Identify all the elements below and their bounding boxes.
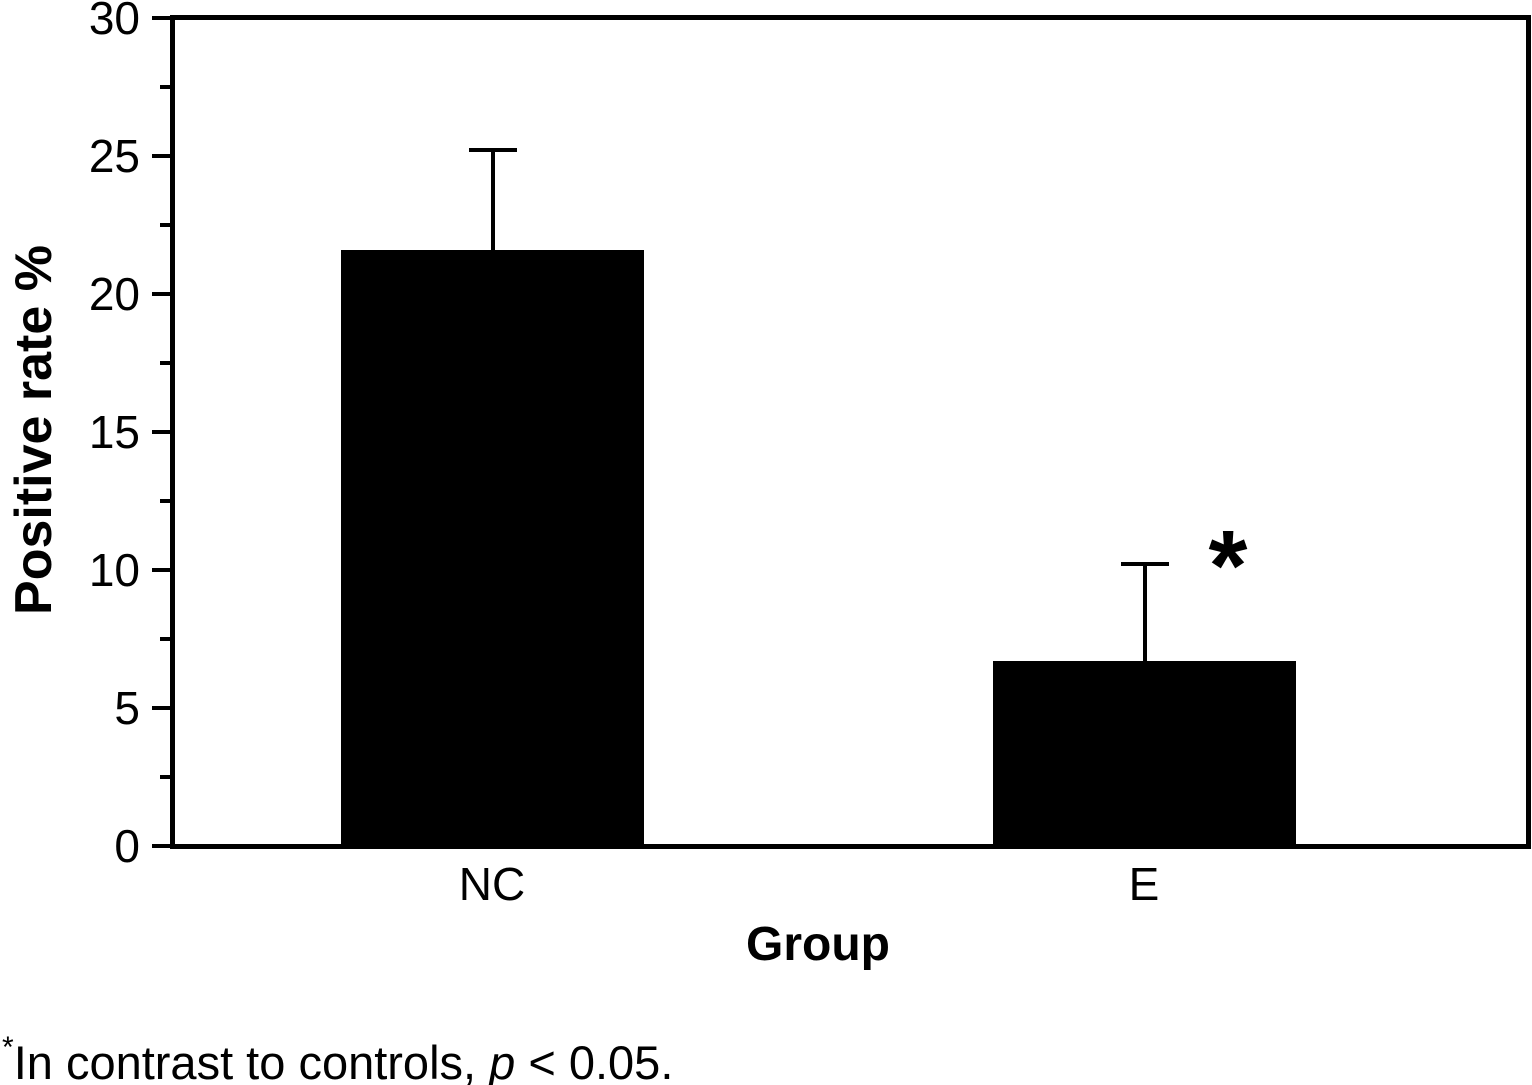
y-tick-label: 30	[88, 0, 140, 44]
y-axis-minor-tick	[160, 361, 175, 365]
significance-asterisk: *	[1208, 510, 1248, 622]
error-bar-stem-e	[1142, 564, 1147, 662]
y-axis-major-tick	[152, 568, 175, 572]
y-axis-major-tick	[152, 430, 175, 434]
y-tick-label: 25	[88, 130, 140, 182]
footnote: *In contrast to controls, p < 0.05.	[2, 1022, 673, 1085]
bar-nc	[341, 249, 644, 846]
y-axis-minor-tick	[160, 499, 175, 503]
x-category-label-e: E	[1128, 858, 1160, 910]
y-tick-label: 5	[114, 682, 140, 734]
footnote-p-symbol: p	[489, 1036, 516, 1085]
footnote-text: In contrast to controls,	[13, 1036, 490, 1085]
y-axis-major-tick	[152, 706, 175, 710]
y-tick-label: 15	[88, 406, 140, 458]
y-tick-label: 10	[88, 544, 140, 596]
error-bar-stem-nc	[490, 150, 495, 250]
footnote-pvalue-text: < 0.05.	[515, 1036, 674, 1085]
y-axis-major-tick	[152, 16, 175, 20]
y-axis-major-tick	[152, 154, 175, 158]
x-axis-title: Group	[746, 918, 890, 971]
y-axis-minor-tick	[160, 85, 175, 89]
y-axis-major-tick	[152, 844, 175, 848]
x-category-label-nc: NC	[458, 858, 526, 910]
error-bar-cap-nc	[468, 148, 517, 153]
y-axis-major-tick	[152, 292, 175, 296]
y-tick-label: 0	[114, 820, 140, 872]
y-axis-minor-tick	[160, 775, 175, 779]
bar-e	[993, 661, 1296, 846]
error-bar-cap-e	[1120, 562, 1169, 567]
y-axis-minor-tick	[160, 223, 175, 227]
y-axis-minor-tick	[160, 637, 175, 641]
y-tick-label: 20	[88, 268, 140, 320]
footnote-asterisk: *	[2, 1031, 14, 1064]
